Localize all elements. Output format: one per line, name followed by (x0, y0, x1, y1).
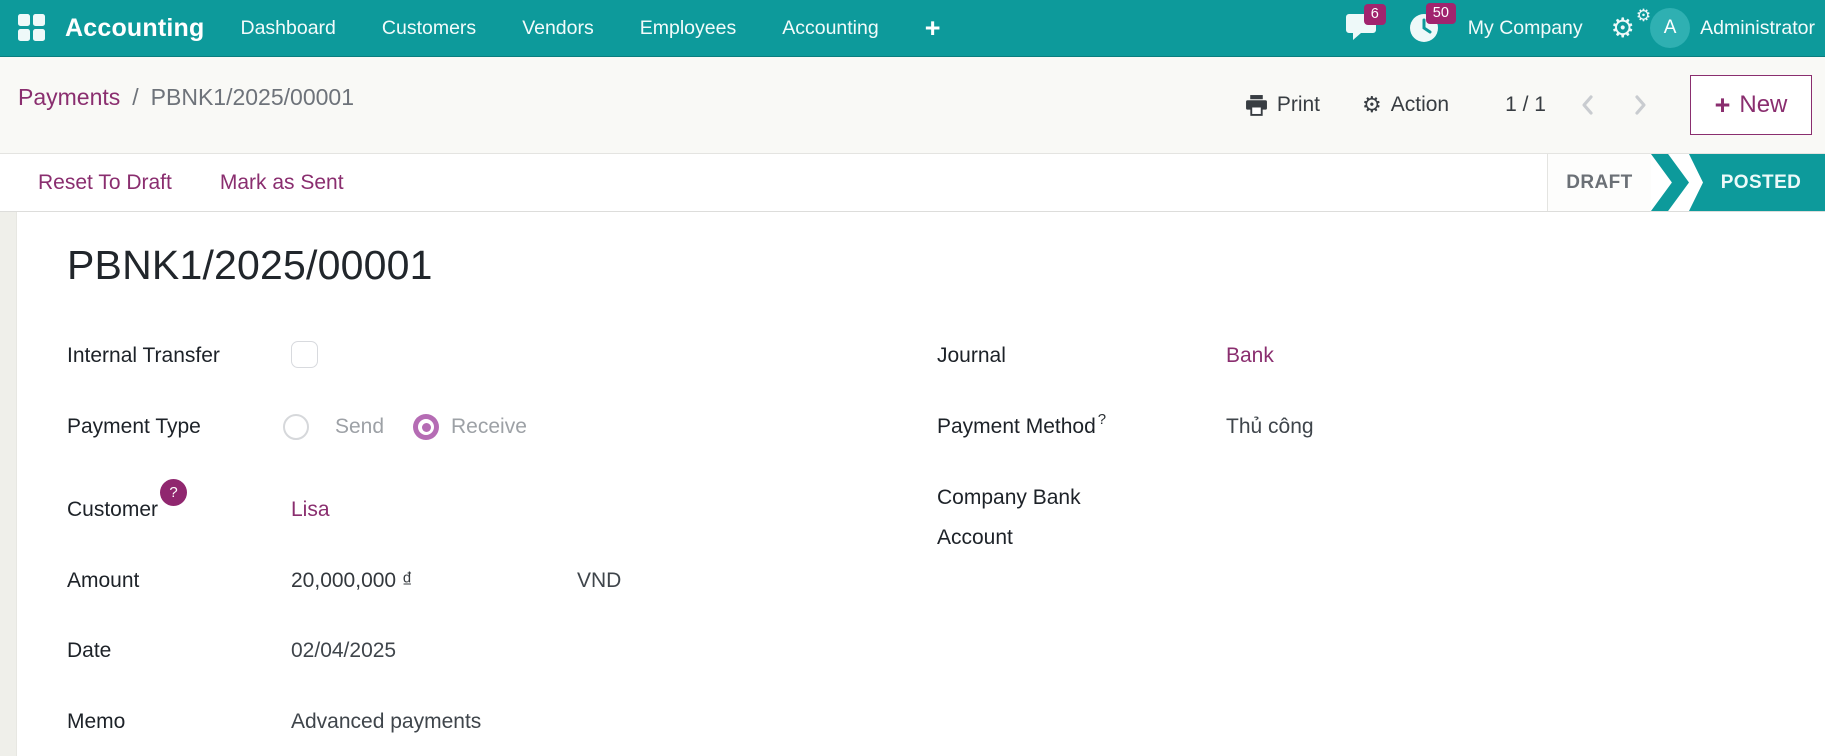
customer-label: Customer? (67, 479, 188, 532)
user-name: Administrator (1700, 16, 1815, 39)
customer-value-link[interactable]: Lisa (291, 498, 330, 521)
chevron-right-icon (1635, 95, 1646, 115)
action-gear-icon: ⚙ (1362, 92, 1382, 117)
date-row: Date 02/04/2025 (67, 629, 717, 673)
memo-row: Memo Advanced payments (67, 700, 717, 744)
pager-previous-button[interactable] (1578, 93, 1598, 117)
memo-value[interactable]: Advanced payments (291, 710, 482, 733)
action-button[interactable]: ⚙ Action (1362, 93, 1449, 117)
action-label: Action (1390, 93, 1450, 116)
messages-button[interactable]: 6 (1345, 4, 1386, 43)
company-bank-account-label: Company Bank Account (937, 486, 1081, 549)
pager-next-button[interactable] (1630, 93, 1650, 117)
internal-transfer-row: Internal Transfer (67, 334, 717, 378)
payment-method-row: Payment Method? Thủ công (937, 405, 1537, 449)
menu-accounting[interactable]: Accounting (782, 16, 879, 39)
navbar-right: 6 50 My Company ⚙ ⚙ A Administrator (1345, 3, 1825, 48)
payment-method-label: Payment Method? (937, 411, 1107, 438)
breadcrumb: Payments / PBNK1/2025/00001 (18, 57, 354, 137)
receive-radio-label: Receive (451, 415, 527, 438)
customer-row: Customer? Lisa (67, 479, 717, 532)
avatar: A (1650, 8, 1691, 48)
breadcrumb-current: PBNK1/2025/00001 (150, 83, 354, 110)
amount-value[interactable]: 20,000,000 ₫ (291, 569, 413, 592)
menu-vendors[interactable]: Vendors (522, 16, 594, 39)
main-menu: Dashboard Customers Vendors Employees Ac… (241, 17, 879, 40)
control-panel: Payments / PBNK1/2025/00001 Print ⚙ Acti… (0, 57, 1825, 153)
payment-type-label: Payment Type (67, 415, 201, 438)
new-button-label: New (1739, 91, 1788, 118)
messages-badge: 6 (1363, 4, 1386, 25)
receive-radio[interactable] (413, 414, 439, 440)
app-name[interactable]: Accounting (65, 13, 205, 42)
company-menu[interactable]: My Company (1467, 16, 1583, 39)
date-value[interactable]: 02/04/2025 (291, 639, 397, 662)
reset-to-draft-button[interactable]: Reset To Draft (38, 170, 172, 194)
internal-transfer-label: Internal Transfer (67, 344, 220, 367)
menu-customers[interactable]: Customers (381, 16, 477, 39)
send-radio[interactable] (283, 414, 309, 440)
journal-label: Journal (937, 344, 1006, 367)
memo-label: Memo (67, 710, 126, 733)
chevron-left-icon (1582, 95, 1593, 115)
journal-value-link[interactable]: Bank (1226, 344, 1274, 367)
amount-row: Amount 20,000,000 ₫ VND (67, 559, 717, 603)
internal-transfer-checkbox[interactable] (291, 341, 318, 368)
plus-icon: + (1714, 89, 1731, 120)
send-radio-label: Send (335, 415, 385, 438)
mark-as-sent-button[interactable]: Mark as Sent (219, 170, 344, 194)
journal-row: Journal Bank (937, 334, 1537, 378)
menu-employees[interactable]: Employees (639, 16, 737, 39)
user-menu[interactable]: A Administrator (1650, 8, 1815, 48)
breadcrumb-separator: / (132, 83, 139, 110)
menu-dashboard[interactable]: Dashboard (240, 16, 336, 39)
payment-method-help: ? (1097, 411, 1107, 428)
new-button[interactable]: + New (1690, 75, 1812, 135)
stage-draft[interactable]: DRAFT (1548, 154, 1651, 211)
print-button[interactable]: Print (1245, 93, 1320, 117)
payment-reference-title: PBNK1/2025/00001 (67, 242, 433, 288)
amount-label: Amount (67, 569, 140, 592)
statusbar-buttons: Reset To Draft Mark as Sent (38, 154, 344, 211)
activities-button[interactable]: 50 (1408, 3, 1456, 44)
pager[interactable]: 1 / 1 (1505, 93, 1546, 116)
activities-badge: 50 (1425, 3, 1456, 24)
currency-field[interactable]: VND (577, 569, 622, 592)
payment-method-value[interactable]: Thủ công (1226, 415, 1314, 438)
company-bank-account-row: Company Bank Account (937, 478, 1537, 562)
print-label: Print (1276, 93, 1321, 116)
stage-posted[interactable]: POSTED (1689, 154, 1825, 211)
form-sheet: PBNK1/2025/00001 Internal Transfer Payme… (16, 212, 1825, 756)
plus-menu-icon[interactable]: + (924, 12, 941, 43)
stage-arrow-icon (1651, 154, 1689, 211)
apps-menu-icon[interactable] (18, 14, 46, 42)
printer-icon (1245, 94, 1267, 116)
control-panel-actions: Print ⚙ Action 1 / 1 + New (1245, 57, 1812, 153)
stage-widget: DRAFT POSTED (1547, 154, 1825, 211)
breadcrumb-payments-link[interactable]: Payments (18, 83, 121, 110)
top-navbar: Accounting Dashboard Customers Vendors E… (0, 0, 1825, 57)
statusbar: Reset To Draft Mark as Sent DRAFT POSTED (0, 153, 1825, 212)
settings-gears-icon[interactable]: ⚙ ⚙ (1610, 5, 1655, 43)
payment-type-row: Payment Type Send Receive (67, 405, 717, 449)
customer-help-badge: ? (160, 479, 188, 506)
date-label: Date (67, 639, 112, 662)
